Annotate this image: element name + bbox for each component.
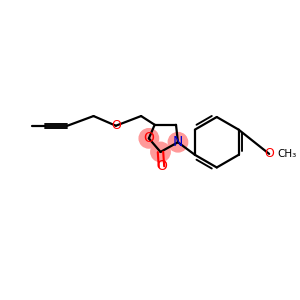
Text: O: O bbox=[264, 147, 274, 161]
Circle shape bbox=[168, 133, 188, 152]
Text: N: N bbox=[173, 135, 183, 149]
Text: O: O bbox=[156, 160, 167, 173]
Text: O: O bbox=[143, 131, 154, 146]
Circle shape bbox=[151, 142, 170, 162]
Circle shape bbox=[139, 129, 159, 148]
Text: O: O bbox=[111, 119, 121, 132]
Text: CH₃: CH₃ bbox=[277, 149, 296, 159]
